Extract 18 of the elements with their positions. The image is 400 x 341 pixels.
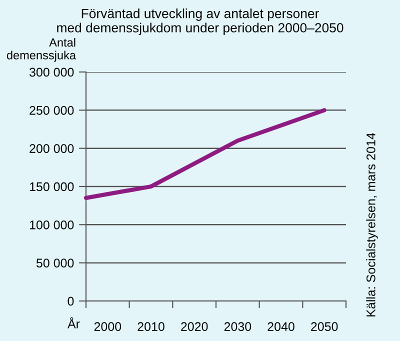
y-axis-title: Antal demenssjuka — [6, 38, 76, 62]
text: Källa: Socialstyrelsen, mars 2014 — [366, 132, 378, 316]
y-tick-label: 50 000 — [36, 258, 74, 268]
x-tick-label: 2050 — [311, 322, 338, 332]
y-tick-label: 100 000 — [30, 220, 74, 230]
x-tick-label: 2020 — [181, 322, 208, 332]
y-tick-label: 300 000 — [29, 68, 74, 77]
y-tick-label: 250 000 — [30, 106, 74, 115]
line-series — [84, 108, 326, 200]
x-tick-label: 2000 — [94, 322, 122, 332]
x-axis-title: År — [68, 317, 80, 328]
y-tick-label: 150 000 — [30, 182, 74, 192]
x-tick-label: 2030 — [224, 322, 252, 332]
y-tick-label: 0 — [68, 296, 74, 306]
x-tick-label: 2040 — [268, 322, 294, 332]
y-tick-label: 200 000 — [30, 144, 74, 153]
x-tick-label: 2010 — [138, 322, 164, 332]
chart-title: Förväntad utveckling av antalet personer med demenssjukdom under perioden 2000–2050 — [57, 8, 344, 36]
